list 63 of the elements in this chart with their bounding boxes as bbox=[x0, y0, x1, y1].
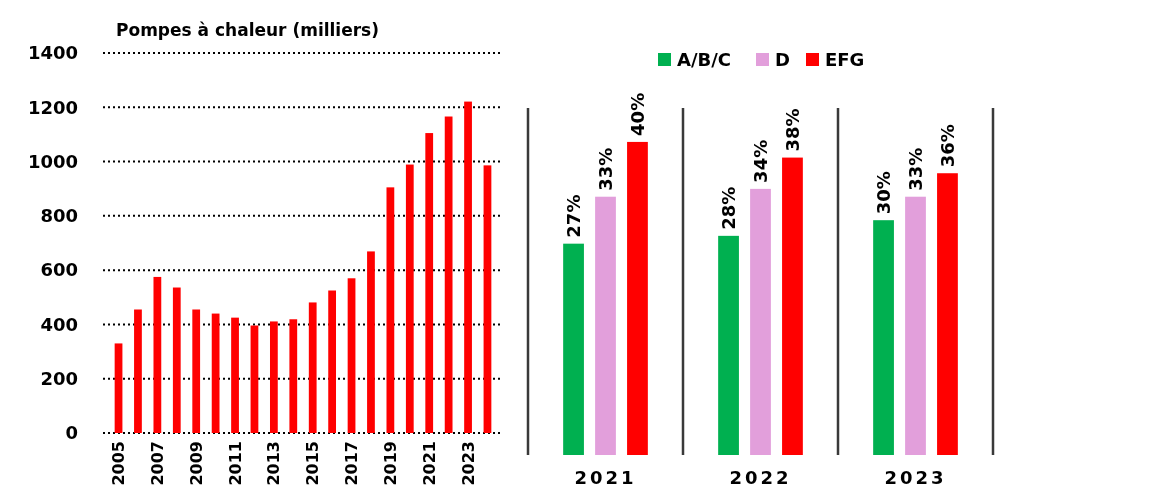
y-tick-label: 600 bbox=[40, 259, 78, 281]
x-tick-label: 2017 bbox=[342, 441, 362, 486]
y-tick-label: 1200 bbox=[27, 96, 78, 118]
x-tick-label: 2019 bbox=[380, 441, 400, 486]
bar bbox=[563, 243, 584, 455]
x-tick-label: 2013 bbox=[264, 441, 284, 486]
bar bbox=[192, 309, 201, 433]
y-tick-label: 0 bbox=[65, 422, 78, 444]
data-label: 28% bbox=[717, 186, 739, 230]
bar bbox=[172, 287, 181, 433]
bar bbox=[114, 343, 123, 433]
bar bbox=[718, 235, 739, 455]
x-tick-label: 2009 bbox=[186, 441, 206, 486]
bar bbox=[937, 173, 958, 455]
bar bbox=[347, 278, 356, 433]
bar bbox=[483, 165, 492, 433]
bar bbox=[269, 321, 278, 433]
legend-label: A/B/C bbox=[677, 49, 732, 71]
x-tick-label: 2007 bbox=[147, 441, 167, 486]
bar bbox=[627, 141, 648, 455]
data-label: 27% bbox=[562, 194, 584, 238]
data-label: 38% bbox=[781, 108, 803, 152]
bar bbox=[328, 290, 337, 433]
bar bbox=[405, 164, 414, 433]
bar bbox=[211, 313, 220, 433]
x-tick-label: 2023 bbox=[884, 467, 947, 488]
y-tick-label: 400 bbox=[40, 313, 78, 335]
y-tick-label: 1400 bbox=[27, 42, 78, 64]
data-label: 33% bbox=[594, 147, 616, 191]
bar bbox=[464, 101, 472, 433]
bar bbox=[250, 325, 259, 433]
x-tick-label: 2023 bbox=[458, 441, 478, 486]
bar bbox=[134, 309, 142, 433]
y-tick-label: 800 bbox=[40, 205, 78, 227]
bar bbox=[905, 196, 926, 455]
x-tick-label: 2021 bbox=[419, 441, 439, 486]
data-label: 40% bbox=[626, 92, 648, 136]
data-label: 30% bbox=[872, 171, 894, 215]
bar bbox=[289, 319, 298, 433]
legend-label: D bbox=[775, 49, 790, 71]
bar bbox=[231, 317, 239, 433]
bar bbox=[444, 116, 453, 433]
x-tick-label: 2021 bbox=[574, 467, 637, 488]
bar bbox=[425, 133, 434, 433]
legend-label: EFG bbox=[825, 49, 865, 71]
y-tick-label: 200 bbox=[40, 368, 78, 390]
y-tick-label: 1000 bbox=[27, 150, 78, 172]
bar bbox=[367, 251, 375, 433]
bar bbox=[750, 188, 771, 455]
bar bbox=[595, 196, 616, 455]
bar bbox=[386, 187, 395, 433]
data-label: 33% bbox=[904, 147, 926, 191]
x-tick-label: 2022 bbox=[729, 467, 792, 488]
bar bbox=[153, 276, 162, 433]
bar bbox=[782, 157, 803, 455]
chart-title: Pompes à chaleur (milliers) bbox=[116, 20, 379, 40]
x-tick-label: 2011 bbox=[225, 441, 245, 486]
x-tick-label: 2005 bbox=[109, 441, 129, 486]
bar bbox=[308, 302, 317, 433]
data-label: 34% bbox=[749, 139, 771, 183]
data-label: 36% bbox=[936, 124, 958, 168]
x-tick-label: 2015 bbox=[303, 441, 323, 486]
bar bbox=[873, 220, 894, 455]
